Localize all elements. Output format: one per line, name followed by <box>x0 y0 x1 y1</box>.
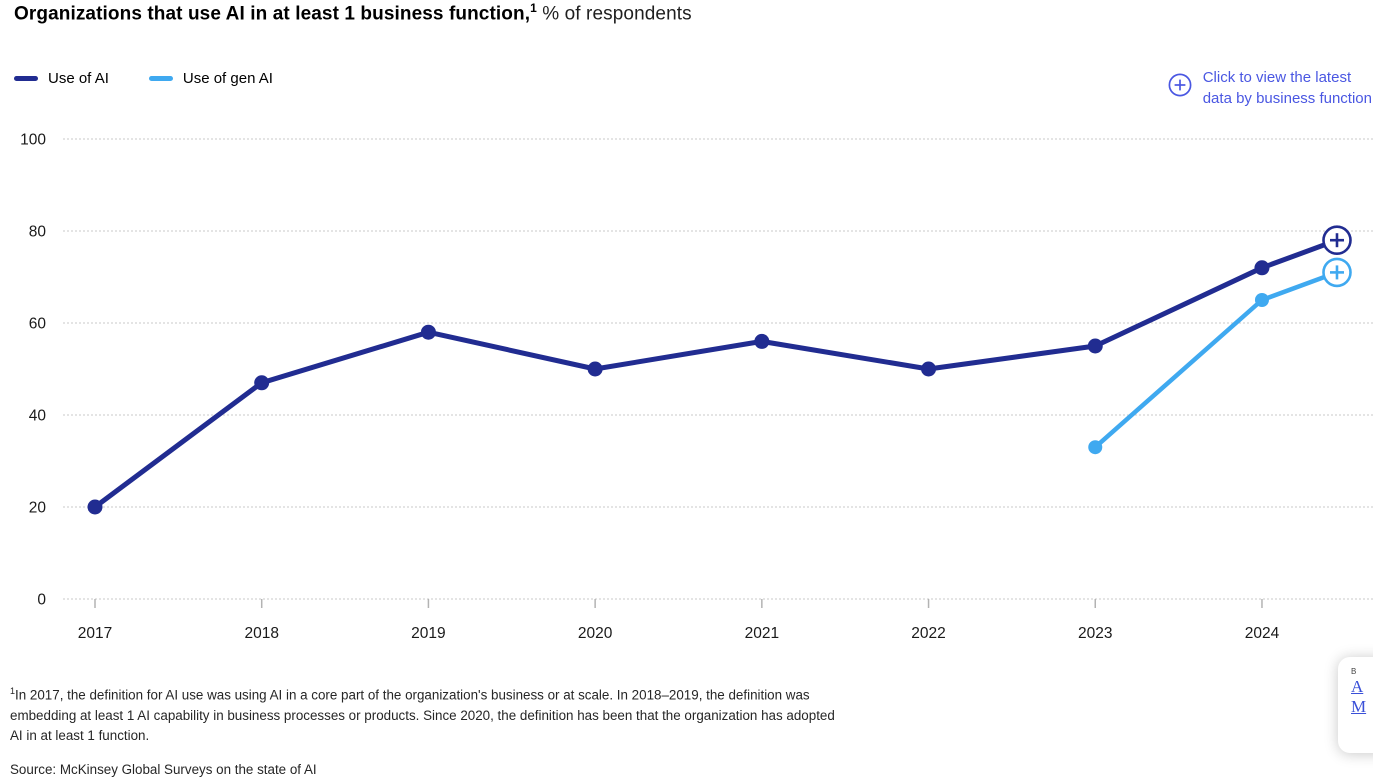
legend-item-use-of-ai[interactable]: Use of AI <box>14 70 109 87</box>
legend: Use of AI Use of gen AI <box>14 70 273 87</box>
data-point[interactable] <box>587 361 603 377</box>
x-axis-label: 2023 <box>1078 625 1112 642</box>
corner-card-link-2[interactable]: M <box>1351 697 1367 716</box>
page-title: Organizations that use AI in at least 1 … <box>14 1 692 25</box>
data-point[interactable] <box>1254 260 1270 276</box>
y-axis-label: 60 <box>29 316 47 333</box>
series-line-use-of-ai <box>92 237 1340 510</box>
corner-card-small-text: B <box>1351 667 1357 676</box>
title-footnote-marker: 1 <box>530 1 537 15</box>
x-axis-label: 2024 <box>1245 625 1280 642</box>
legend-swatch-use-of-gen-ai <box>148 76 173 81</box>
corner-card-link-1[interactable]: A <box>1351 677 1364 696</box>
legend-label: Use of AI <box>48 70 109 87</box>
y-axis-label: 0 <box>37 592 46 609</box>
series-line-use-of-gen-ai <box>1093 270 1340 450</box>
data-point[interactable] <box>1254 293 1269 307</box>
data-point[interactable] <box>420 324 436 340</box>
x-axis-label: 2021 <box>745 625 779 642</box>
view-latest-data-label: Click to view the latest data by busines… <box>1202 69 1372 107</box>
x-axis-label: 2020 <box>578 625 613 642</box>
x-axis-label: 2018 <box>244 625 278 642</box>
data-point[interactable] <box>754 333 770 349</box>
corner-overlay-card[interactable]: B A M <box>1338 657 1373 753</box>
view-latest-data-link[interactable]: Click to view the latest data by busines… <box>1167 67 1372 109</box>
title-bold: Organizations that use AI in at least 1 … <box>14 3 531 25</box>
title-units: % of respondents <box>536 3 692 25</box>
source-line: Source: McKinsey Global Surveys on the s… <box>10 762 317 777</box>
y-axis-label: 40 <box>29 408 47 425</box>
line-chart: 0 20 40 60 80 100 2017 2018 2019 2020 2021 2022 2023… <box>20 132 1373 642</box>
y-axis-label: 80 <box>29 224 47 241</box>
data-point[interactable] <box>1088 440 1103 455</box>
legend-swatch-use-of-ai <box>14 76 38 81</box>
y-axis-label: 100 <box>20 132 46 149</box>
x-axis-label: 2022 <box>911 625 945 642</box>
legend-item-use-of-gen-ai[interactable]: Use of gen AI <box>148 70 273 87</box>
data-point[interactable] <box>254 375 270 391</box>
data-point[interactable] <box>921 361 937 377</box>
legend-label: Use of gen AI <box>182 70 273 87</box>
y-axis-label: 20 <box>29 500 47 517</box>
footnote: 1In 2017, the definition for AI use was … <box>10 686 835 744</box>
data-point[interactable] <box>1087 338 1103 354</box>
x-axis-label: 2017 <box>78 625 112 642</box>
x-axis-label: 2019 <box>411 625 445 642</box>
plus-circle-icon <box>1168 73 1192 97</box>
data-point[interactable] <box>87 499 103 515</box>
